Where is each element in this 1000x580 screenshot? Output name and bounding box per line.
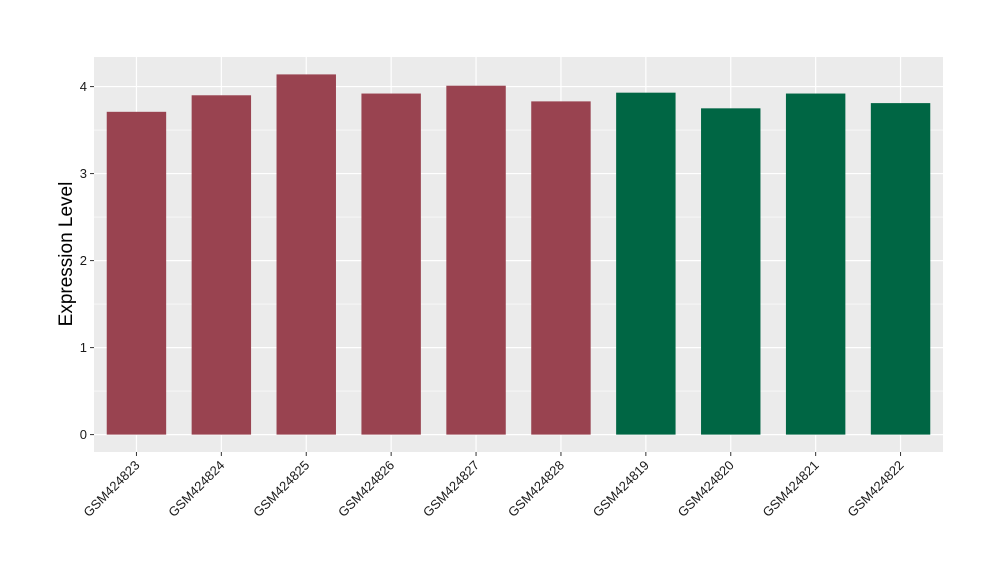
y-tick-label: 1 <box>80 340 87 355</box>
x-tick-label: GSM424822 <box>844 458 906 520</box>
bar-GSM424824 <box>191 95 252 435</box>
x-tick-label: GSM424825 <box>250 458 312 520</box>
bar-GSM424828 <box>531 101 591 435</box>
x-tick-label: GSM424819 <box>590 458 652 520</box>
y-tick-label: 4 <box>80 79 87 94</box>
bar-GSM424819 <box>616 92 676 435</box>
bars <box>106 74 931 435</box>
x-tick-label: GSM424824 <box>165 458 227 520</box>
x-tick-label: GSM424826 <box>335 458 397 520</box>
y-tick-label: 2 <box>80 253 87 268</box>
x-tick-label: GSM424821 <box>760 458 822 520</box>
bar-GSM424827 <box>446 85 506 435</box>
x-tick-label: GSM424823 <box>80 458 142 520</box>
bar-GSM424826 <box>361 93 421 435</box>
bar-GSM424823 <box>106 111 167 435</box>
x-tick-label: GSM424820 <box>675 458 737 520</box>
y-tick-label: 0 <box>80 427 87 442</box>
x-tick-label: GSM424828 <box>505 458 567 520</box>
x-tick-label: GSM424827 <box>420 458 482 520</box>
bar-GSM424822 <box>870 103 931 435</box>
y-axis: 0 1 2 3 4 <box>80 79 94 442</box>
y-axis-title: Expression Level <box>56 182 77 327</box>
bar-GSM424825 <box>276 74 336 435</box>
bar-GSM424820 <box>701 108 761 435</box>
x-axis: GSM424823 GSM424824 GSM424825 GSM424826 GSM4… <box>80 452 907 520</box>
bar-GSM424821 <box>785 93 846 435</box>
y-tick-label: 3 <box>80 166 87 181</box>
